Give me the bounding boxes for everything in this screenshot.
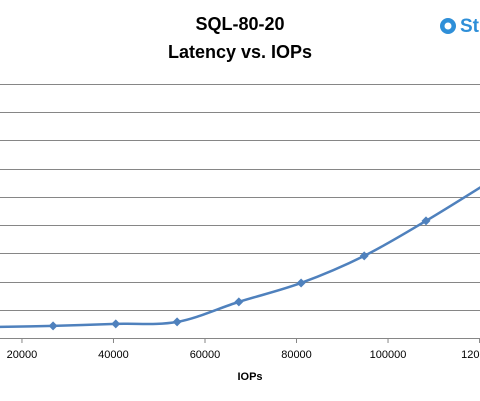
data-point: [111, 319, 121, 329]
data-point: [48, 321, 58, 331]
x-tick-label: 60000: [190, 349, 221, 361]
logo-icon-inner: [444, 22, 452, 30]
chart-title: SQL-80-20: [195, 14, 284, 34]
chart-subtitle: Latency vs. IOPs: [168, 42, 312, 62]
x-tick-label: 80000: [281, 349, 312, 361]
x-axis-label: IOPs: [237, 371, 262, 383]
x-tick-label: 40000: [98, 349, 129, 361]
x-tick-label: 120000: [461, 349, 480, 361]
data-point: [296, 278, 306, 288]
x-tick-label: 20000: [7, 349, 38, 361]
x-tick-label: 100000: [370, 349, 407, 361]
logo-text: St: [460, 16, 480, 37]
data-point: [172, 317, 182, 327]
data-point: [234, 297, 244, 307]
data-point: [359, 251, 369, 261]
data-point: [421, 216, 431, 226]
logo: St: [440, 16, 480, 37]
series-line: [0, 186, 480, 329]
